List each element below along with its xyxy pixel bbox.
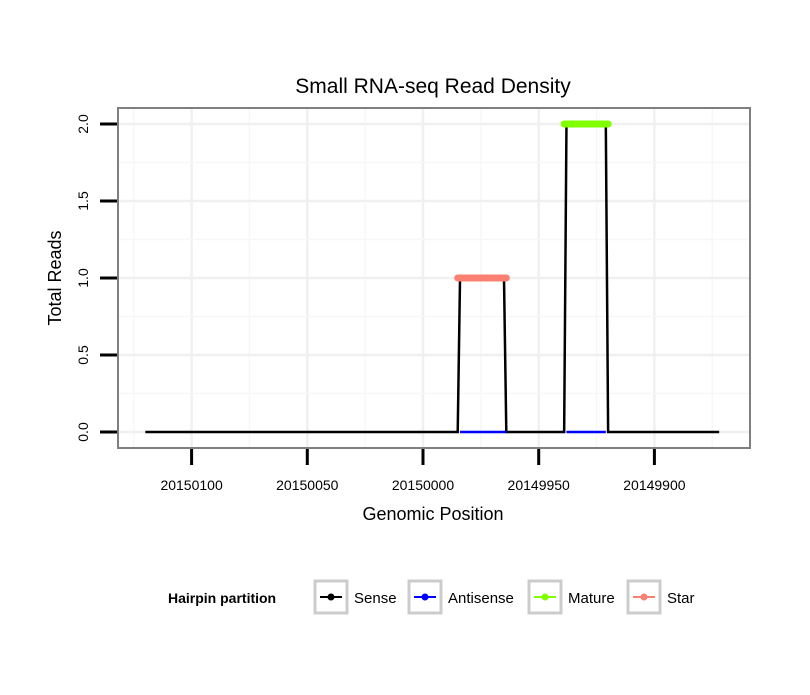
x-tick-label: 20150050 bbox=[276, 477, 339, 493]
legend-key-point bbox=[541, 593, 549, 601]
legend-key-point bbox=[421, 593, 429, 601]
y-tick-label: 1.0 bbox=[75, 268, 91, 288]
legend-key-point bbox=[327, 593, 335, 601]
plot-panel-border bbox=[117, 107, 751, 449]
y-tick-label: 2.0 bbox=[75, 114, 91, 134]
legend-key-point bbox=[640, 593, 648, 601]
y-axis-label: Total Reads bbox=[45, 230, 65, 325]
series-line-sense bbox=[145, 122, 720, 434]
y-tick-label: 1.5 bbox=[75, 191, 91, 211]
x-tick-label: 20150000 bbox=[392, 477, 455, 493]
legend-label-sense: Sense bbox=[354, 590, 397, 607]
y-tick-label: 0.0 bbox=[75, 422, 91, 442]
x-axis-label: Genomic Position bbox=[362, 504, 503, 524]
x-tick-label: 20149900 bbox=[623, 477, 686, 493]
legend-label-star: Star bbox=[667, 590, 695, 607]
legend-label-mature: Mature bbox=[568, 590, 615, 607]
legend-label-antisense: Antisense bbox=[448, 590, 514, 607]
chart-title: Small RNA-seq Read Density bbox=[295, 75, 571, 98]
x-tick-label: 20149950 bbox=[508, 477, 571, 493]
y-tick-label: 0.5 bbox=[75, 345, 91, 365]
x-tick-label: 20150100 bbox=[160, 477, 223, 493]
legend: Hairpin partition Sense Antisense Mature St… bbox=[168, 579, 695, 615]
legend-title: Hairpin partition bbox=[168, 590, 276, 606]
